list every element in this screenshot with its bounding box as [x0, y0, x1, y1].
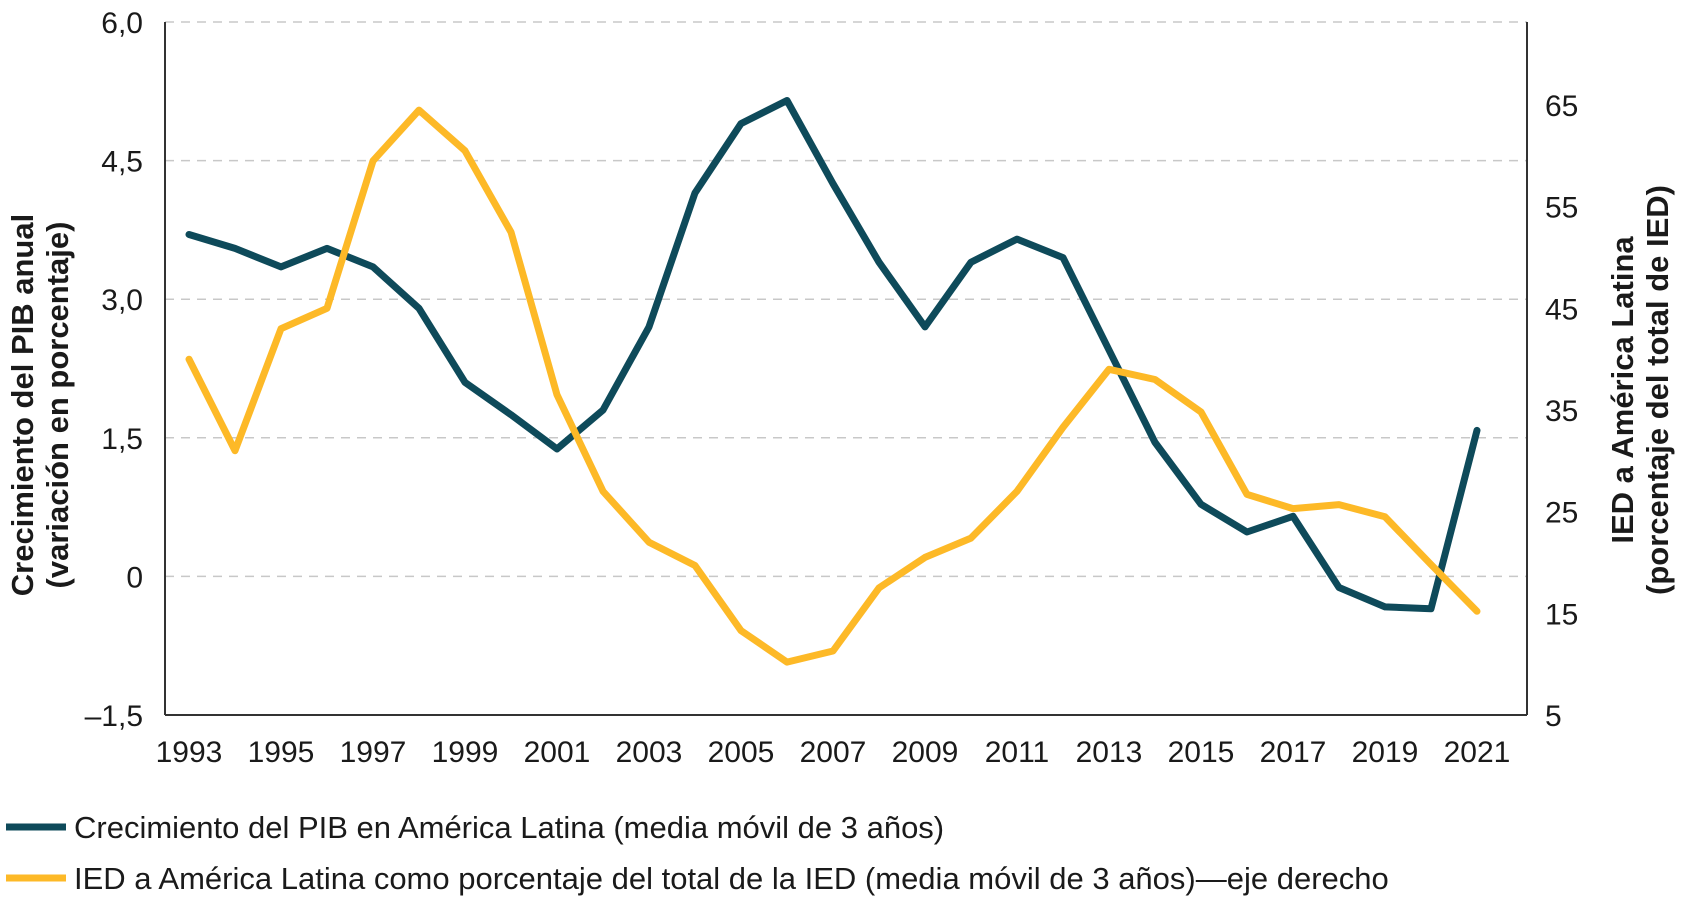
x-tick-label: 1999 [432, 736, 499, 769]
right-tick-label: 35 [1545, 395, 1578, 428]
x-tick-label: 2009 [892, 736, 959, 769]
x-tick-label: 2019 [1352, 736, 1419, 769]
right-tick-label: 25 [1545, 497, 1578, 530]
left-tick-label: 3,0 [101, 284, 143, 317]
right-axis-title-line1: IED a América Latina [1605, 236, 1640, 544]
legend: Crecimiento del PIB en América Latina (m… [6, 810, 1389, 896]
x-tick-label: 2011 [985, 736, 1050, 769]
x-tick-label: 2007 [800, 736, 867, 769]
left-axis-title-line2: (variación en porcentaje) [40, 222, 75, 589]
series-line-ied [185, 106, 1481, 666]
left-tick-label: 6,0 [101, 7, 143, 40]
x-tick-label: 1993 [156, 736, 223, 769]
right-tick-label: 65 [1545, 90, 1578, 123]
left-tick-label: 0 [126, 561, 143, 594]
left-tick-label: 1,5 [101, 423, 143, 456]
tick-labels: 6,0 4,5 3,0 1,5 0 –1,5 65 55 45 35 25 15 5 1993 1995 19… [85, 7, 1579, 769]
left-axis-title-line1: Crecimiento del PIB anual [5, 214, 40, 596]
legend-label-pib: Crecimiento del PIB en América Latina (m… [74, 810, 944, 845]
x-tick-label: 2013 [1076, 736, 1143, 769]
right-tick-label: 5 [1545, 700, 1562, 733]
x-tick-label: 1995 [248, 736, 315, 769]
series-lines [185, 97, 1481, 666]
gridlines [165, 21, 1527, 578]
x-tick-label: 2001 [524, 736, 591, 769]
x-tick-label: 2021 [1444, 736, 1511, 769]
right-tick-label: 55 [1545, 192, 1578, 225]
x-tick-label: 2017 [1260, 736, 1327, 769]
left-tick-label: –1,5 [85, 700, 143, 733]
x-tick-label: 1997 [340, 736, 407, 769]
right-tick-label: 45 [1545, 293, 1578, 326]
series-line-pib [185, 97, 1481, 613]
legend-label-ied: IED a América Latina como porcentaje del… [74, 861, 1389, 896]
x-tick-label: 2015 [1168, 736, 1235, 769]
left-tick-label: 4,5 [101, 146, 143, 179]
x-tick-label: 2003 [616, 736, 683, 769]
x-tick-label: 2005 [708, 736, 775, 769]
right-tick-label: 15 [1545, 598, 1578, 631]
right-axis-title-line2: (porcentaje del total de IED) [1640, 185, 1675, 595]
axes [164, 22, 1528, 716]
